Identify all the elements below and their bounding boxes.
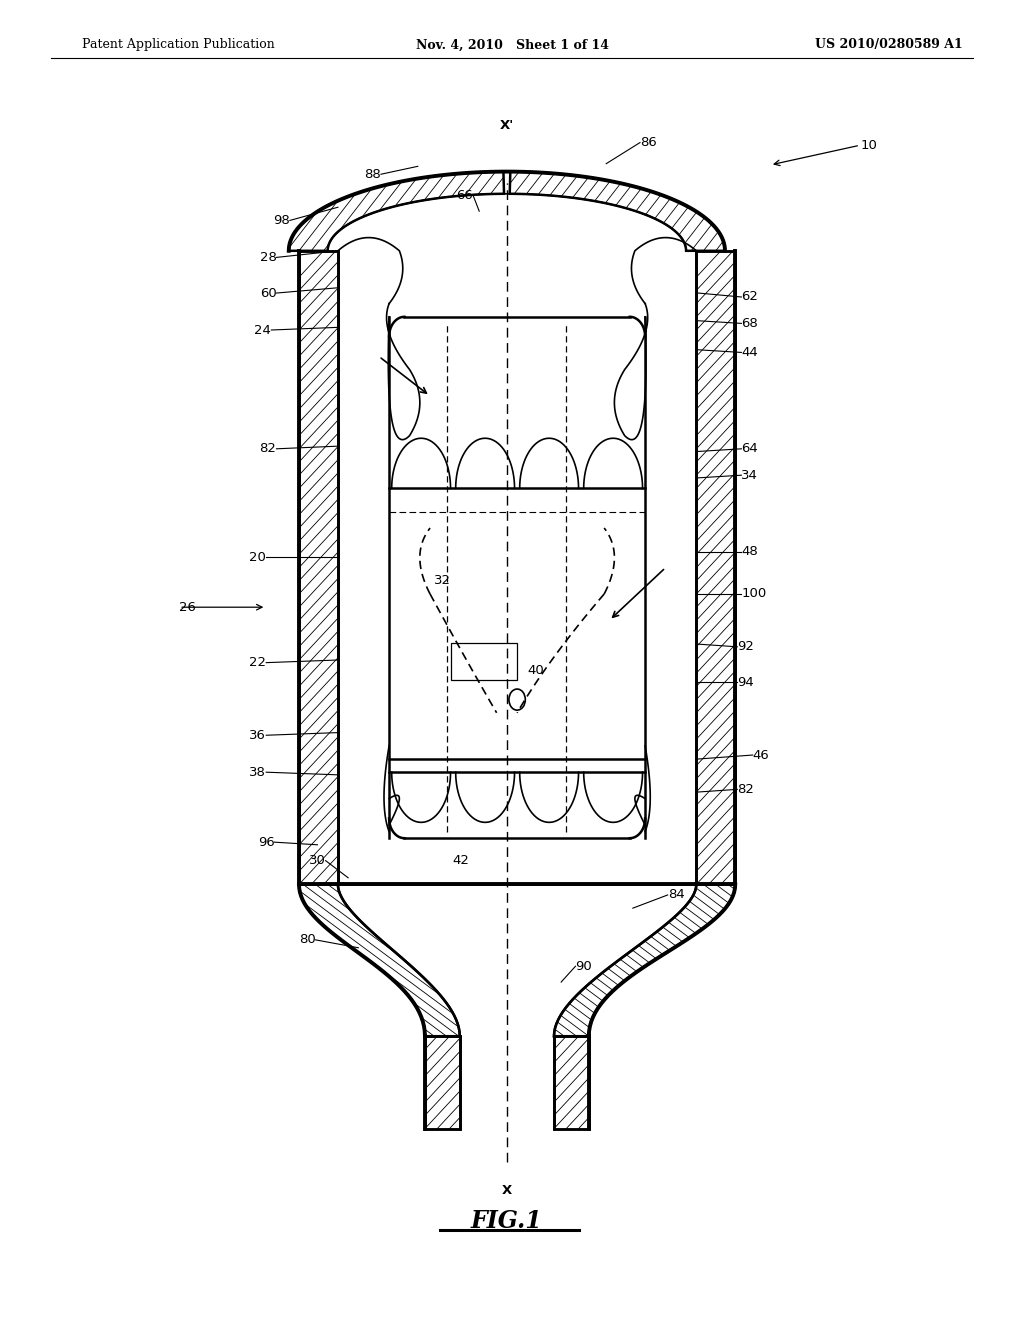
Text: 88: 88 [365, 168, 381, 181]
Text: 22: 22 [249, 656, 266, 669]
Polygon shape [510, 172, 725, 251]
Text: 44: 44 [741, 346, 758, 359]
Text: 100: 100 [741, 587, 767, 601]
Text: 62: 62 [741, 290, 758, 304]
Text: 32: 32 [434, 574, 451, 587]
Polygon shape [299, 884, 460, 1036]
Polygon shape [289, 172, 735, 251]
Text: 60: 60 [260, 286, 276, 300]
Text: Patent Application Publication: Patent Application Publication [82, 38, 274, 51]
Text: 84: 84 [668, 888, 684, 902]
Polygon shape [554, 1036, 589, 1129]
Text: 46: 46 [753, 748, 769, 762]
Text: US 2010/0280589 A1: US 2010/0280589 A1 [815, 38, 963, 51]
Text: 68: 68 [741, 317, 758, 330]
Text: 82: 82 [260, 442, 276, 455]
Polygon shape [554, 884, 735, 1036]
Text: FIG.1: FIG.1 [471, 1209, 543, 1233]
Text: X': X' [500, 119, 514, 132]
Text: 34: 34 [741, 469, 758, 482]
Text: 40: 40 [527, 664, 544, 677]
Text: 42: 42 [453, 854, 469, 867]
Text: 30: 30 [309, 854, 326, 867]
Polygon shape [289, 158, 745, 898]
Text: 86: 86 [640, 136, 656, 149]
Text: 36: 36 [250, 729, 266, 742]
Text: 48: 48 [741, 545, 758, 558]
Text: 80: 80 [299, 933, 315, 946]
Text: 28: 28 [260, 251, 276, 264]
Text: 92: 92 [737, 640, 754, 653]
Polygon shape [425, 1036, 460, 1129]
Text: 96: 96 [258, 836, 274, 849]
Text: 38: 38 [250, 766, 266, 779]
Text: 64: 64 [741, 442, 758, 455]
Text: 10: 10 [860, 139, 877, 152]
Text: X: X [502, 1184, 512, 1197]
Text: Nov. 4, 2010   Sheet 1 of 14: Nov. 4, 2010 Sheet 1 of 14 [416, 38, 608, 51]
Polygon shape [289, 172, 504, 251]
Text: 26: 26 [179, 601, 196, 614]
Text: 82: 82 [737, 783, 754, 796]
Polygon shape [299, 251, 338, 884]
Text: 98: 98 [273, 214, 290, 227]
Text: 94: 94 [737, 676, 754, 689]
Text: 90: 90 [575, 960, 592, 973]
Text: 20: 20 [250, 550, 266, 564]
Polygon shape [696, 251, 735, 884]
Text: 66: 66 [457, 189, 473, 202]
Text: 24: 24 [255, 323, 271, 337]
